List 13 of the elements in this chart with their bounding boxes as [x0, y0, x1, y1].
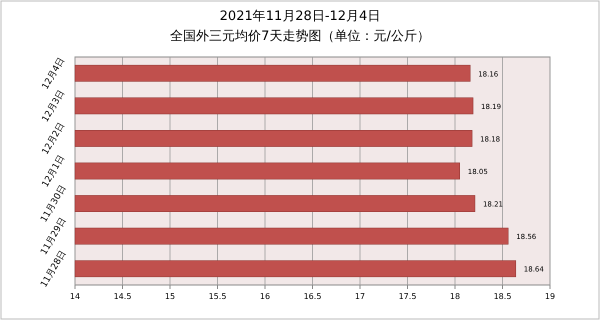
x-tick-label: 18	[450, 292, 460, 301]
x-tick-label: 16	[260, 292, 270, 301]
x-tick-label: 17.5	[398, 292, 416, 301]
x-tick-label: 19	[544, 292, 556, 301]
x-tick-label: 15	[164, 292, 176, 301]
x-tick-label: 17	[354, 292, 366, 301]
subtitle: 全国外三元均价7天走势图（单位：元/公斤）	[170, 29, 430, 44]
x-tick-label: 18.5	[494, 292, 512, 301]
x-tick-label: 14	[70, 292, 80, 301]
x-tick-label: 16.5	[304, 292, 322, 301]
x-tick-label: 14.5	[114, 292, 132, 301]
x-tick-label: 15.5	[208, 292, 226, 301]
title: 2021年11月28日-12月4日	[220, 9, 380, 24]
